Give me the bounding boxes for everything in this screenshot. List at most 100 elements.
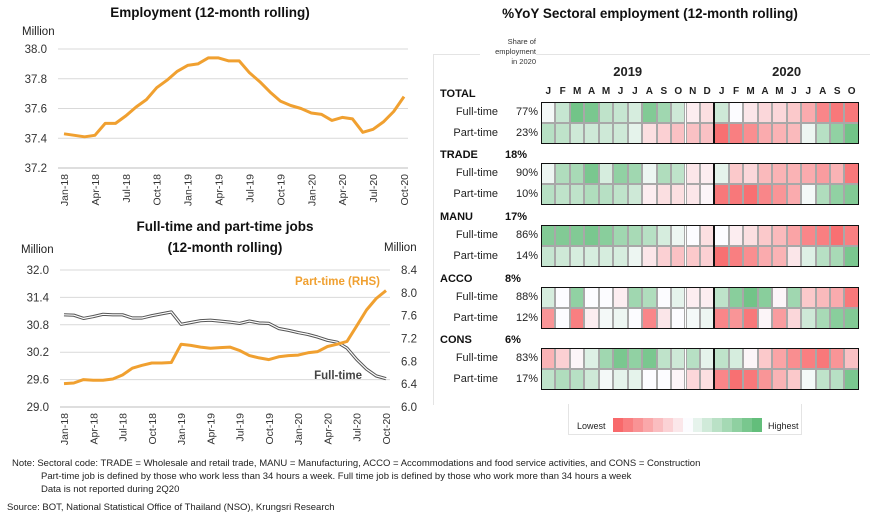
year-header: 2019 xyxy=(613,64,643,79)
sector-share: 17% xyxy=(505,211,528,223)
sector-share: 8% xyxy=(505,273,521,285)
sector-label: TRADE xyxy=(440,149,478,161)
row-label: Part-time xyxy=(453,250,498,262)
row-label: Full-time xyxy=(455,229,498,241)
x-tick-label: Oct-19 xyxy=(275,174,287,206)
x-tick-label: Oct-20 xyxy=(381,413,393,445)
month-header: M xyxy=(601,86,611,97)
share-header-line: Share of xyxy=(507,37,536,46)
row-share: 23% xyxy=(515,127,538,139)
legend-swatch xyxy=(722,418,733,432)
sector-label: MANU xyxy=(440,211,473,223)
year-block-border xyxy=(541,287,715,329)
year-block-border xyxy=(714,348,859,390)
legend-swatch xyxy=(702,418,713,432)
share-header: Share of employment in 2020 xyxy=(480,37,536,67)
year-block-border xyxy=(541,348,715,390)
y-tick-label-right: 6.4 xyxy=(401,379,418,391)
x-tick-label: Oct-19 xyxy=(264,413,276,445)
row-label: Full-time xyxy=(455,352,498,364)
month-header: J xyxy=(545,86,551,97)
row-share: 14% xyxy=(515,250,538,262)
note-line-1: Note: Sectoral code: TRADE = Wholesale a… xyxy=(12,458,701,469)
x-tick-label: Jan-18 xyxy=(59,174,71,206)
row-share: 17% xyxy=(515,373,538,385)
employment-chart-title: Employment (12-month rolling) xyxy=(110,5,310,20)
y-tick-label: 37.6 xyxy=(25,104,47,116)
legend-swatch xyxy=(692,418,703,432)
year-block-border xyxy=(541,102,715,144)
x-tick-label: Oct-18 xyxy=(152,174,164,206)
legend-swatch xyxy=(732,418,743,432)
legend-gradient-bar xyxy=(613,418,763,432)
y-tick-label: 38.0 xyxy=(25,44,47,56)
legend-swatch xyxy=(742,418,753,432)
note-line-3: Data is not reported during 2Q20 xyxy=(41,484,180,495)
month-header: O xyxy=(674,86,683,97)
x-tick-label: Jul-19 xyxy=(244,174,256,203)
x-tick-label: Oct-18 xyxy=(147,413,159,445)
row-share: 10% xyxy=(515,188,538,200)
legend-swatch xyxy=(642,418,653,432)
row-share: 90% xyxy=(515,167,538,179)
y-tick-label: 37.8 xyxy=(25,74,47,86)
month-header: J xyxy=(718,86,725,97)
x-tick-label: Jul-18 xyxy=(121,174,133,203)
legend-highest-label: Highest xyxy=(768,421,799,431)
month-header: J xyxy=(617,86,624,97)
month-header: F xyxy=(733,86,740,97)
part-time-series-label: Part-time (RHS) xyxy=(295,276,380,288)
y-tick-label-left: 32.0 xyxy=(27,265,49,277)
heatmap-frame xyxy=(433,54,870,405)
y-tick-label-right: 8.4 xyxy=(401,265,418,277)
month-header: F xyxy=(559,86,566,97)
row-share: 88% xyxy=(515,291,538,303)
row-share: 83% xyxy=(515,352,538,364)
row-label: Full-time xyxy=(455,167,498,179)
month-header: M xyxy=(775,86,784,97)
row-label: Full-time xyxy=(455,106,498,118)
y-tick-label-left: 29.6 xyxy=(27,375,49,387)
month-header: D xyxy=(703,86,711,97)
year-block-border xyxy=(714,102,859,144)
month-header: A xyxy=(761,86,769,97)
row-share: 12% xyxy=(515,312,538,324)
x-tick-label: Jan-20 xyxy=(293,413,305,445)
month-header: M xyxy=(746,86,755,97)
y-tick-label-right: 7.6 xyxy=(401,311,417,323)
x-tick-label: Jul-18 xyxy=(118,413,130,442)
row-share: 77% xyxy=(515,106,538,118)
sector-label: TOTAL xyxy=(440,88,476,100)
legend-swatch xyxy=(662,418,673,432)
year-block-border xyxy=(714,225,859,267)
x-tick-label: Apr-19 xyxy=(205,413,217,445)
x-tick-label: Jul-20 xyxy=(352,413,364,442)
jobs-y-unit-right: Million xyxy=(384,242,417,254)
x-tick-label: Apr-20 xyxy=(337,174,349,206)
month-header: A xyxy=(819,86,827,97)
month-header: S xyxy=(833,86,841,97)
x-tick-label: Jul-20 xyxy=(368,174,380,203)
legend-swatch xyxy=(622,418,633,432)
x-tick-label: Jan-18 xyxy=(59,413,71,445)
heatmap-title: %YoY Sectoral employment (12-month rolli… xyxy=(502,6,798,21)
month-header: O xyxy=(847,86,856,97)
legend-swatch xyxy=(613,418,623,432)
year-block-border xyxy=(714,163,859,205)
employment-y-unit: Million xyxy=(22,26,55,38)
y-tick-label-left: 30.8 xyxy=(27,320,49,332)
month-header: J xyxy=(805,86,812,97)
jobs-chart-subtitle: (12-month rolling) xyxy=(167,240,283,255)
y-tick-label-left: 29.0 xyxy=(27,402,49,414)
month-header: N xyxy=(689,86,697,97)
y-tick-label-left: 30.2 xyxy=(27,347,49,359)
month-header: S xyxy=(660,86,668,97)
row-label: Part-time xyxy=(453,127,498,139)
row-share: 86% xyxy=(515,229,538,241)
jobs-chart: 29.0 29.6 30.2 30.8 31.4 32.0 6.0 6.4 6.8 7.2 7.6 8… xyxy=(27,265,418,445)
share-header-line: in 2020 xyxy=(511,57,536,66)
sector-label: ACCO xyxy=(440,273,473,285)
month-header: J xyxy=(791,86,797,97)
jobs-chart-title: Full-time and part-time jobs xyxy=(136,219,314,234)
